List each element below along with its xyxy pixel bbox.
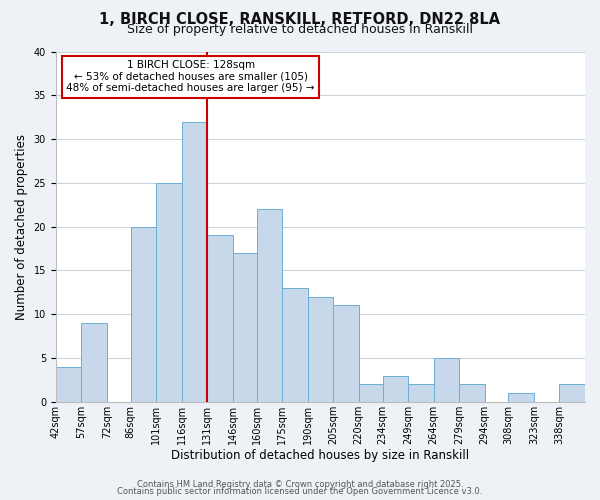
Bar [282, 288, 308, 402]
Bar [233, 253, 257, 402]
Bar [82, 323, 107, 402]
X-axis label: Distribution of detached houses by size in Ranskill: Distribution of detached houses by size … [172, 450, 469, 462]
Y-axis label: Number of detached properties: Number of detached properties [15, 134, 28, 320]
Bar [383, 376, 408, 402]
Bar [207, 236, 233, 402]
Bar [257, 209, 282, 402]
Text: 1, BIRCH CLOSE, RANSKILL, RETFORD, DN22 8LA: 1, BIRCH CLOSE, RANSKILL, RETFORD, DN22 … [100, 12, 500, 28]
Bar [559, 384, 585, 402]
Text: 1 BIRCH CLOSE: 128sqm
← 53% of detached houses are smaller (105)
48% of semi-det: 1 BIRCH CLOSE: 128sqm ← 53% of detached … [67, 60, 315, 94]
Bar [156, 183, 182, 402]
Bar [308, 296, 333, 402]
Bar [131, 226, 156, 402]
Bar [459, 384, 485, 402]
Bar [408, 384, 434, 402]
Bar [333, 306, 359, 402]
Bar [434, 358, 459, 402]
Text: Size of property relative to detached houses in Ranskill: Size of property relative to detached ho… [127, 22, 473, 36]
Text: Contains public sector information licensed under the Open Government Licence v3: Contains public sector information licen… [118, 487, 482, 496]
Bar [182, 122, 207, 402]
Bar [359, 384, 383, 402]
Bar [56, 367, 82, 402]
Text: Contains HM Land Registry data © Crown copyright and database right 2025.: Contains HM Land Registry data © Crown c… [137, 480, 463, 489]
Bar [508, 393, 534, 402]
